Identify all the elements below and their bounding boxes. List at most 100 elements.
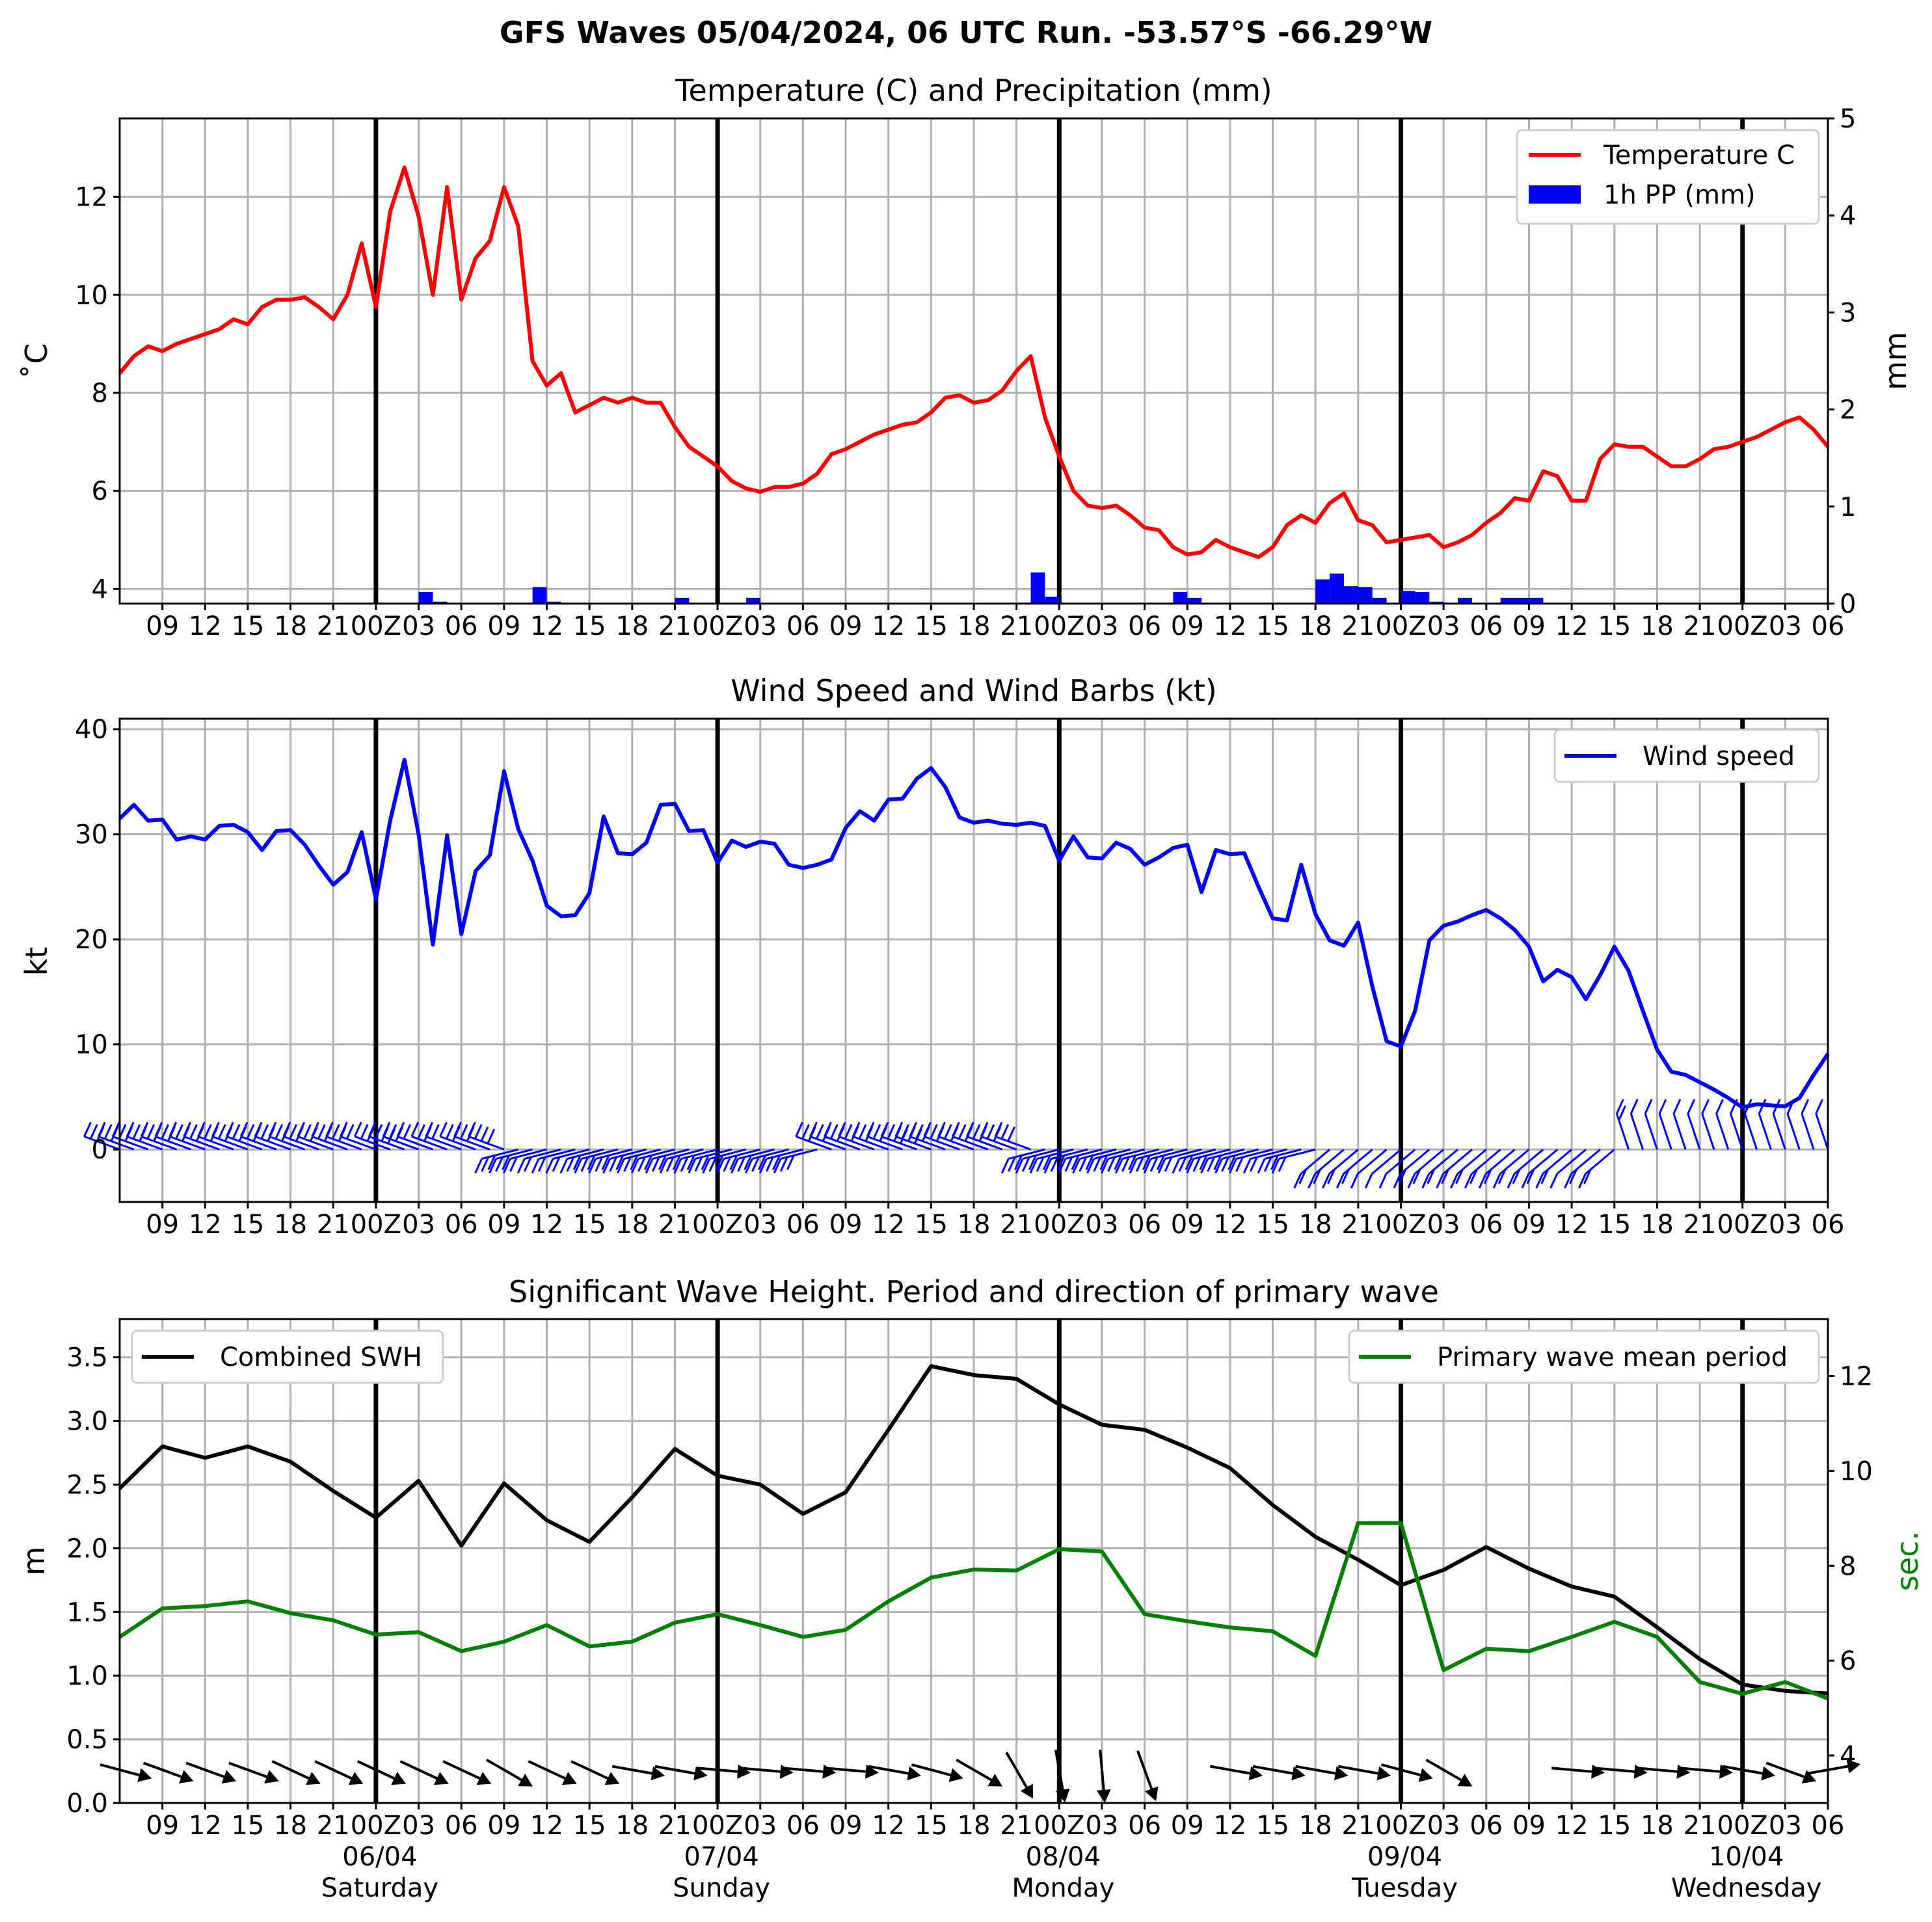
precip-bar	[1315, 579, 1330, 604]
x-tick-label: 15	[1256, 1210, 1289, 1240]
wind-barb-feather	[801, 1124, 810, 1140]
wind-barb-feather	[615, 1155, 624, 1171]
x-tick-label: 12	[189, 611, 222, 641]
wind-barb-feather	[686, 1155, 695, 1171]
wind-barb-feather	[688, 1158, 697, 1174]
x-tick-label: 03	[1427, 1811, 1460, 1841]
x-tick-label: 21	[317, 1811, 350, 1841]
legend-frame	[1516, 129, 1820, 225]
wind-barb-feather	[645, 1158, 654, 1174]
x-tick-label: 00Z	[692, 611, 743, 641]
wind-barb-feather	[126, 1121, 135, 1137]
wind-barb-feather	[1199, 1155, 1208, 1171]
y-tick-label: 0.5	[66, 1725, 108, 1755]
wind-barb	[126, 1135, 163, 1151]
wind-barb-feather	[154, 1121, 163, 1137]
wind-barb	[1743, 1113, 1758, 1150]
wind-barb-feather	[915, 1124, 924, 1140]
wind-barb-feather	[994, 1121, 1003, 1137]
wind-barb-feather	[930, 1124, 938, 1140]
wind-barb-feather	[665, 1156, 675, 1172]
wind-barb-feather	[239, 1121, 248, 1137]
wave-direction-arrowhead	[604, 1772, 620, 1785]
y-tick-label: 6	[92, 477, 108, 507]
x-tick-label: 12	[1213, 1210, 1246, 1240]
wind-barb-feather	[1036, 1156, 1045, 1172]
y-tick-label: 20	[75, 925, 108, 955]
wind-barb	[980, 1135, 1017, 1151]
wind-barb-feather	[1101, 1158, 1109, 1174]
wind-barb-feather	[572, 1155, 582, 1171]
wave-direction-arrow	[356, 1760, 395, 1780]
x-tick-label: 12	[872, 1210, 905, 1240]
x-tick-label: 09	[487, 611, 520, 641]
x-tick-label: 21	[1000, 611, 1033, 641]
x-tick-label: 21	[658, 1811, 691, 1841]
x-tick-label: 21	[1684, 1210, 1717, 1240]
day-label-weekday: Wednesday	[1671, 1873, 1822, 1903]
wind-barb-feather	[111, 1121, 120, 1137]
wind-barb-feather	[744, 1158, 753, 1174]
x-tick-label: 03	[744, 611, 777, 641]
wind-barb	[1758, 1113, 1772, 1150]
x-tick-label: 09	[1171, 611, 1204, 641]
wind-barb	[1715, 1113, 1730, 1150]
wave-direction-arrow	[486, 1758, 522, 1782]
precip-bar	[1358, 587, 1373, 604]
wave-direction-arrow	[228, 1761, 267, 1778]
wind-barb-feather	[866, 1121, 875, 1137]
wind-barb-feather	[844, 1124, 853, 1140]
wind-barb-feather	[1393, 1173, 1402, 1189]
wind-barb-feather	[175, 1124, 183, 1140]
wind-barb-feather	[1730, 1099, 1738, 1114]
wind-barb-feather	[1021, 1156, 1030, 1172]
wind-barb-feather	[225, 1121, 234, 1137]
wind-barb-feather	[1630, 1099, 1639, 1114]
x-tick-label: 03	[744, 1210, 777, 1240]
wind-barb	[425, 1135, 462, 1151]
wind-barb-feather	[368, 1121, 377, 1137]
wave-direction-arrowhead	[433, 1772, 449, 1785]
wind-barb-feather	[439, 1121, 448, 1137]
x-tick-label: 15	[915, 1811, 948, 1841]
wind-barb-feather	[1186, 1158, 1195, 1174]
wind-barb-feather	[809, 1121, 818, 1137]
wind-speed-line	[118, 758, 1830, 1110]
precip-bar	[1529, 598, 1544, 604]
wind-barb-feather	[1207, 1156, 1216, 1172]
wind-barb-feather	[410, 1121, 420, 1137]
wind-barb-feather	[1185, 1155, 1194, 1171]
panel-3-marks	[100, 1364, 1861, 1803]
legend-precip-label: 1h PP (mm)	[1603, 180, 1756, 210]
panel-1-axes: 09 12 15 18 21 00Z 03 06 09 12 15 18 21 00Z 03 06 09 12 15…	[75, 104, 1856, 641]
wave-direction-arrowhead	[1846, 1759, 1861, 1774]
wind-barb-feather	[1000, 1124, 1010, 1140]
wind-barb-feather	[986, 1124, 995, 1140]
wind-barb-feather	[340, 1121, 348, 1137]
x-tick-label: 18	[274, 1811, 307, 1841]
wind-barb-feather	[1450, 1173, 1458, 1189]
wind-barb-feather	[446, 1124, 454, 1140]
wind-barb-feather	[1497, 1169, 1507, 1184]
panel-1-marks	[118, 165, 1830, 604]
wind-barb-feather	[1178, 1156, 1187, 1172]
wind-barb	[411, 1135, 448, 1151]
precip-bar	[1330, 573, 1344, 604]
wind-barb-feather	[275, 1124, 284, 1140]
wave-direction-arrow	[271, 1760, 310, 1780]
wind-barb-feather	[98, 1121, 106, 1137]
x-tick-label: 03	[1085, 1210, 1118, 1240]
wind-barb-feather	[1043, 1158, 1053, 1174]
y-tick-label: 3.5	[66, 1343, 108, 1373]
wave-direction-arrow	[1295, 1765, 1336, 1775]
x-tick-label: 15	[1598, 611, 1631, 641]
wind-barb-feather	[894, 1121, 904, 1137]
wind-barb-feather	[183, 1121, 192, 1137]
precip-bar	[1401, 591, 1415, 604]
wind-barb-feather	[353, 1121, 362, 1137]
wind-barb-feather	[345, 1124, 355, 1140]
wind-barb-feather	[1257, 1158, 1266, 1174]
x-tick-label: 18	[1299, 1811, 1332, 1841]
day-label-date: 07/04	[684, 1842, 758, 1872]
wind-barb-feather	[396, 1121, 405, 1137]
